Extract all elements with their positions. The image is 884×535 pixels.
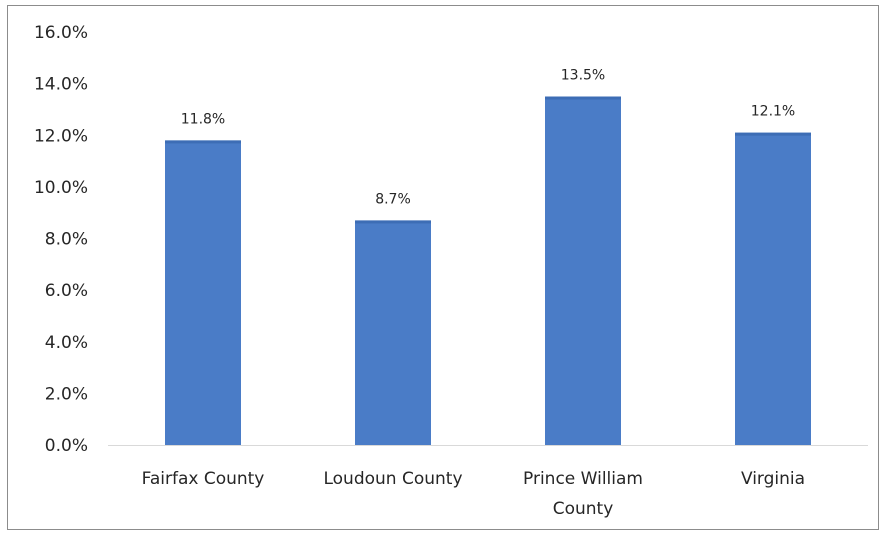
y-tick-label: 4.0%: [45, 333, 88, 353]
y-tick-label: 16.0%: [34, 23, 88, 43]
bar-top-edge: [165, 140, 241, 144]
bar: [735, 132, 811, 445]
bar-top-edge: [545, 96, 621, 100]
bar-top-edge: [355, 220, 431, 224]
data-label: 13.5%: [561, 68, 605, 84]
y-tick-label: 2.0%: [45, 384, 88, 404]
y-tick-label: 0.0%: [45, 436, 88, 456]
bars: 11.8% 8.7% 13.5% 12.1%: [165, 68, 811, 445]
bar: [165, 140, 241, 445]
x-category-label: Loudoun County: [323, 469, 462, 489]
chart-frame: [7, 5, 879, 530]
y-tick-label: 14.0%: [34, 75, 88, 95]
y-axis: 0.0% 2.0% 4.0% 6.0% 8.0% 10.0% 12.0% 14.0% 16.0%: [34, 23, 88, 456]
data-label: 11.8%: [181, 111, 225, 127]
y-tick-label: 10.0%: [34, 178, 88, 198]
x-category-label: Prince William: [523, 469, 643, 489]
bar: [545, 96, 621, 445]
x-axis: Fairfax County Loudoun County Prince Willi…: [108, 445, 868, 519]
bar: [355, 220, 431, 445]
bar-top-edge: [735, 132, 811, 136]
data-label: 8.7%: [375, 191, 411, 207]
x-category-label: Fairfax County: [142, 469, 265, 489]
y-tick-label: 6.0%: [45, 281, 88, 301]
y-tick-label: 8.0%: [45, 230, 88, 250]
y-tick-label: 12.0%: [34, 126, 88, 146]
x-category-label: County: [553, 499, 614, 519]
data-label: 12.1%: [751, 104, 795, 120]
x-category-label: Virginia: [741, 469, 805, 489]
